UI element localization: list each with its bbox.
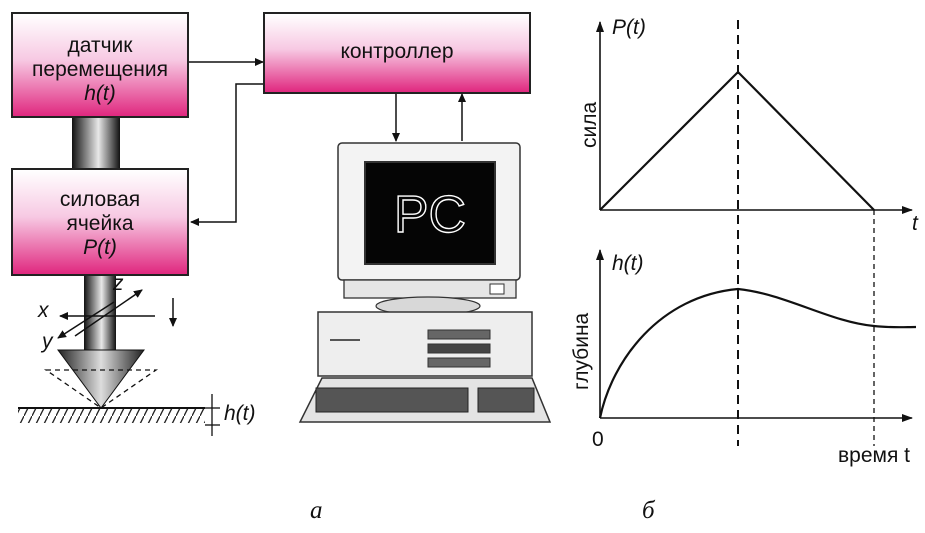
force-cell-box: силовая ячейка P(t) (11, 168, 189, 276)
pc-screen-label: PC (394, 186, 466, 244)
top-plot-y-title: P(t) (612, 16, 646, 39)
x-axis-label: x (38, 299, 49, 322)
bottom-plot-x-axis-label: время t (838, 444, 910, 467)
drive-bay-1 (427, 329, 491, 340)
drive-bay-2 (427, 343, 491, 354)
depth-curve (598, 287, 917, 419)
top-plot-y-axis-label: сила (578, 101, 601, 148)
keyboard-keys-numpad (477, 387, 535, 413)
sensor-label-line2: перемещения (32, 58, 168, 81)
bottom-plot-origin-label: 0 (592, 428, 604, 451)
keyboard-keys-main (315, 387, 469, 413)
controller-label: контроллер (340, 40, 454, 63)
pc-computer: PC (298, 142, 552, 423)
top-plot-x-axis-label: t (912, 212, 918, 235)
displacement-sensor-box: датчик перемещения h(t) (11, 12, 189, 118)
bottom-plot-y-axis-label: глубина (570, 312, 593, 390)
system-unit (317, 311, 533, 377)
indenter-tip (57, 349, 145, 409)
controller-box: контроллер (263, 12, 531, 94)
wire-controller-forcecell (190, 83, 263, 226)
y-axis-arrow (57, 301, 115, 339)
depth-label: h(t) (224, 402, 256, 425)
z-axis-label: z (113, 272, 124, 295)
force-cell-label-line1: силовая (59, 188, 141, 211)
bottom-plot-y-title: h(t) (612, 252, 644, 275)
caption-b: б (642, 497, 655, 524)
sensor-label-line3: h(t) (84, 82, 116, 105)
y-axis-label: y (42, 330, 53, 353)
drive-bay-3 (427, 357, 491, 368)
caption-a: а (310, 497, 323, 524)
indenter-dashed-outline (43, 369, 159, 409)
force-cell-label-line2: ячейка (66, 212, 134, 235)
monitor-screen (364, 161, 496, 265)
sample-hatching (18, 409, 205, 423)
sensor-label-line1: датчик (67, 34, 133, 57)
monitor-button (489, 283, 505, 295)
sensor-rod (72, 118, 120, 168)
z-axis-arrow (74, 289, 143, 337)
force-cell-label-line3: P(t) (83, 236, 117, 259)
indenter-rod (84, 276, 116, 352)
